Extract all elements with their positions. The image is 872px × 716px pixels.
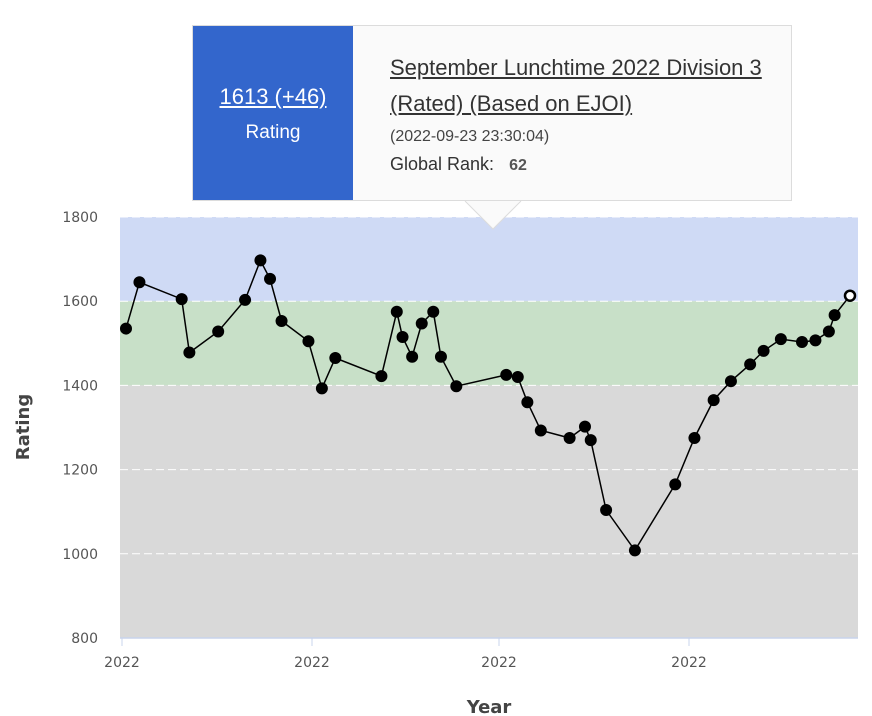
rating-band-3 bbox=[120, 385, 858, 638]
rating-point[interactable] bbox=[757, 344, 770, 357]
x-tick-label: 2022 bbox=[481, 655, 517, 671]
rating-point[interactable] bbox=[427, 305, 440, 318]
rating-point[interactable] bbox=[302, 335, 315, 348]
tooltip-details: September Lunchtime 2022 Division 3 (Rat… bbox=[390, 50, 770, 175]
rating-point[interactable] bbox=[396, 330, 409, 343]
contest-tooltip: 1613 (+46) Rating September Lunchtime 20… bbox=[192, 25, 792, 201]
rating-band-1 bbox=[120, 217, 858, 302]
rating-point[interactable] bbox=[628, 544, 641, 557]
rating-point[interactable] bbox=[239, 293, 252, 306]
rating-point[interactable] bbox=[375, 370, 388, 383]
rating-point[interactable] bbox=[744, 358, 757, 371]
y-axis: 800 1000 1200 1400 1600 1800 bbox=[62, 210, 98, 647]
rating-point[interactable] bbox=[669, 478, 682, 491]
rating-point[interactable] bbox=[511, 370, 524, 383]
rating-point[interactable] bbox=[521, 396, 534, 409]
y-tick-label: 1200 bbox=[62, 463, 98, 479]
rating-point[interactable] bbox=[500, 368, 513, 381]
y-tick-label: 1800 bbox=[62, 210, 98, 226]
x-tick-label: 2022 bbox=[104, 655, 140, 671]
rating-band-2 bbox=[120, 301, 858, 386]
tooltip-rank-label: Global Rank: bbox=[390, 154, 495, 174]
rating-point[interactable] bbox=[724, 375, 737, 388]
y-tick-label: 800 bbox=[71, 631, 98, 647]
rating-point[interactable] bbox=[275, 314, 288, 327]
rating-point[interactable] bbox=[329, 352, 342, 365]
rating-point[interactable] bbox=[707, 394, 720, 407]
rating-point[interactable] bbox=[406, 350, 419, 363]
rating-point[interactable] bbox=[390, 305, 403, 318]
rating-point[interactable] bbox=[534, 424, 547, 437]
rating-point[interactable] bbox=[828, 309, 841, 322]
rating-point[interactable] bbox=[175, 293, 188, 306]
rating-point[interactable] bbox=[822, 325, 835, 338]
rating-point[interactable] bbox=[688, 432, 701, 445]
tooltip-rating-value[interactable]: 1613 (+46) bbox=[219, 84, 327, 109]
x-tick-label: 2022 bbox=[671, 655, 707, 671]
rating-point[interactable] bbox=[183, 346, 196, 359]
rating-point[interactable] bbox=[584, 434, 597, 447]
rating-point[interactable] bbox=[264, 272, 277, 285]
y-axis-title: Rating bbox=[13, 394, 34, 460]
x-tick-label: 2022 bbox=[294, 655, 330, 671]
tooltip-contest-link[interactable]: September Lunchtime 2022 Division 3 (Rat… bbox=[390, 55, 762, 116]
rating-point[interactable] bbox=[120, 322, 132, 335]
rating-point[interactable] bbox=[415, 317, 428, 330]
tooltip-rating-label: Rating bbox=[245, 122, 301, 143]
rating-point[interactable] bbox=[809, 334, 822, 347]
rating-point[interactable] bbox=[434, 350, 447, 363]
rating-point[interactable] bbox=[774, 333, 787, 346]
x-axis: 2022 2022 2022 2022 bbox=[104, 638, 707, 671]
rating-point[interactable] bbox=[450, 380, 463, 393]
tooltip-contest-date: (2022-09-23 23:30:04) bbox=[390, 128, 550, 145]
rating-point[interactable] bbox=[578, 420, 591, 433]
rating-point[interactable] bbox=[315, 382, 328, 395]
rating-point[interactable] bbox=[600, 504, 613, 517]
y-tick-label: 1600 bbox=[62, 294, 98, 310]
tooltip-rank-value: 62 bbox=[509, 157, 527, 174]
y-tick-label: 1400 bbox=[62, 378, 98, 394]
tooltip-rank-row: Global Rank: 62 bbox=[390, 154, 770, 175]
highlighted-rating-point[interactable] bbox=[843, 289, 857, 302]
rating-bands bbox=[120, 217, 858, 638]
rating-point[interactable] bbox=[795, 336, 808, 349]
rating-point[interactable] bbox=[254, 254, 267, 267]
tooltip-rating-panel: 1613 (+46) Rating bbox=[193, 26, 353, 200]
x-axis-title: Year bbox=[466, 697, 512, 716]
rating-point[interactable] bbox=[133, 276, 146, 289]
rating-point[interactable] bbox=[212, 325, 225, 338]
tooltip-arrow bbox=[465, 200, 521, 229]
y-tick-label: 1000 bbox=[62, 547, 98, 563]
rating-points bbox=[120, 254, 857, 557]
rating-point[interactable] bbox=[563, 432, 576, 445]
tooltip-arrow-border bbox=[464, 200, 522, 230]
